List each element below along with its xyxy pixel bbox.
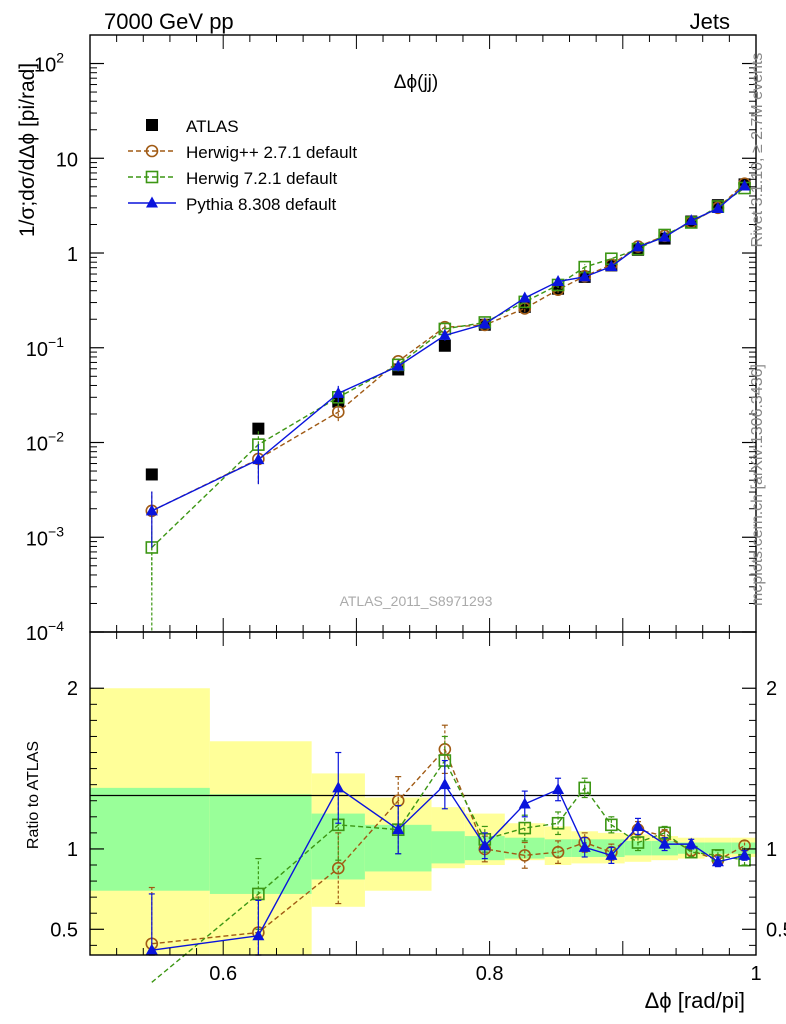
ratio-point-herwig7 (605, 818, 618, 832)
main-point-pythia (605, 260, 618, 272)
ratio-band-inner (731, 842, 756, 854)
legend-marker-pythia (146, 196, 158, 208)
main-point-pythia (552, 275, 565, 287)
main-panel-axes: 10−4 10−3 10−2 10−1 1 10 102 (26, 34, 757, 645)
legend-marker-data (146, 119, 158, 131)
main-y-tick-label: 10 (56, 149, 78, 171)
ratio-panel-series (145, 724, 751, 983)
main-point-pythia (578, 270, 591, 282)
ratio-y-tick-label-right: 2 (766, 678, 777, 700)
ratio-panel-axes: 0.5 0.5 1 1 2 2 0.6 0.8 1 (50, 632, 786, 985)
main-y-tick-label: 10−4 (26, 618, 64, 645)
ratio-y-tick-label-right: 1 (766, 839, 777, 861)
ratio-band-inner (431, 831, 465, 864)
ratio-point-pythia (552, 782, 565, 794)
ratio-point-herwig7 (252, 887, 265, 901)
main-point-pythia (631, 240, 644, 252)
x-tick-label: 1 (750, 963, 761, 985)
ratio-y-tick-label-left: 2 (67, 678, 78, 700)
main-series-line-herwig7 (151, 187, 745, 548)
main-point-pythia (332, 386, 345, 398)
ratio-point-pythia (578, 840, 591, 852)
ratio-point-herwig7 (631, 836, 645, 849)
legend-label-herwig7: Herwig 7.2.1 default (186, 169, 337, 188)
ratio-point-herwig_pp (518, 849, 532, 862)
ratio-band-inner (704, 842, 732, 854)
header-left: 7000 GeV pp (104, 9, 234, 34)
analysis-id-label: ATLAS_2011_S8971293 (340, 593, 493, 609)
main-point-pythia (711, 202, 724, 214)
ratio-point-pythia (145, 943, 158, 955)
x-tick-label: 0.6 (209, 963, 237, 985)
ratio-band-inner (209, 794, 312, 894)
ratio-point-pythia (392, 823, 405, 835)
ratio-series-line-herwig7 (151, 759, 745, 983)
x-tick-label: 0.8 (476, 963, 504, 985)
ratio-uncertainty-bands (90, 688, 756, 955)
ratio-point-pythia (332, 781, 345, 793)
main-point-pythia (478, 317, 491, 329)
main-point-pythia (252, 453, 265, 465)
ratio-y-tick-label-left: 1 (67, 839, 78, 861)
x-axis-label: Δϕ [rad/pi] (645, 988, 745, 1013)
main-point-data (252, 422, 265, 435)
legend-label-data: ATLAS (186, 117, 239, 136)
main-point-pythia (685, 214, 698, 226)
header-right: Jets (690, 9, 730, 34)
ratio-y-tick-label-right: 0.5 (766, 919, 786, 941)
main-point-data (145, 468, 158, 481)
ratio-point-pythia (518, 797, 531, 809)
ratio-band-inner (90, 787, 210, 891)
legend-label-herwig_pp: Herwig++ 2.7.1 default (186, 143, 357, 162)
ratio-point-herwig_pp (331, 861, 345, 875)
ratio-point-herwig_pp (551, 845, 565, 859)
main-point-pythia (438, 328, 451, 340)
ratio-point-pythia (438, 778, 451, 790)
main-y-tick-label: 102 (34, 50, 64, 77)
main-y-axis-label: 1/σ;dσ/dΔϕ [pi/rad] (16, 63, 39, 237)
main-point-pythia (392, 359, 405, 371)
ratio-point-pythia (252, 929, 265, 941)
ratio-y-tick-label-left: 0.5 (50, 919, 78, 941)
mcplots-label: mcplots.cern.ch [arXiv:1306.3436] (749, 364, 766, 606)
rivet-version-label: Rivet 3.1.10, ≥ 2.7M events (749, 53, 766, 248)
ratio-point-pythia (711, 855, 724, 867)
main-y-tick-label: 10−2 (26, 429, 64, 456)
main-point-data (438, 339, 451, 352)
main-plot-title: Δϕ(jj) (394, 72, 438, 93)
legend: ATLAS Herwig++ 2.7.1 default Herwig 7.2.1 … (128, 117, 357, 214)
ratio-point-pythia (478, 839, 491, 851)
main-point-pythia (145, 504, 158, 516)
ratio-point-pythia (631, 819, 644, 831)
ratio-point-herwig7 (518, 821, 532, 835)
main-point-pythia (518, 291, 531, 303)
ratio-point-herwig7 (578, 781, 592, 795)
main-point-pythia (738, 179, 751, 191)
main-y-tick-label: 1 (67, 244, 78, 266)
ratio-point-pythia (738, 848, 751, 860)
main-y-tick-label: 10−3 (26, 523, 64, 550)
ratio-y-axis-label: Ratio to ATLAS (25, 741, 42, 849)
ratio-point-pythia (605, 848, 618, 860)
ratio-point-pythia (658, 837, 671, 849)
main-panel-series (145, 177, 751, 632)
ratio-point-herwig7 (551, 816, 565, 830)
main-y-tick-label: 10−1 (26, 334, 64, 361)
ratio-point-pythia (685, 837, 698, 849)
legend-label-pythia: Pythia 8.308 default (186, 195, 337, 214)
ratio-panel-frame (89, 631, 757, 956)
legend-marker-herwig7 (145, 170, 159, 184)
legend-marker-herwig_pp (145, 144, 159, 158)
main-point-pythia (658, 230, 671, 242)
